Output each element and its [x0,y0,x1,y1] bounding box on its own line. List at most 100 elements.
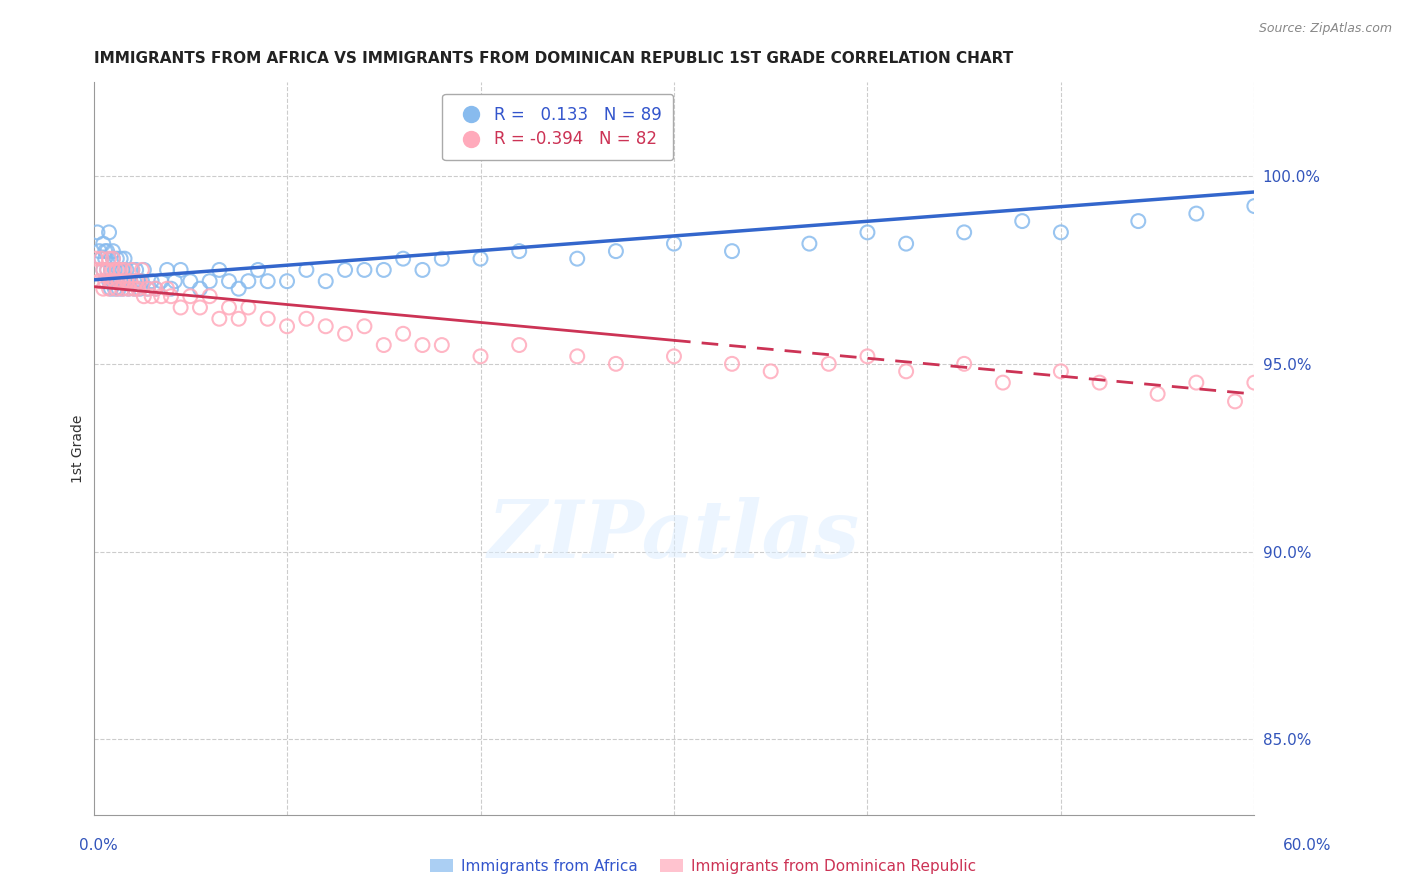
Point [430,338,453,352]
Point [1050,364,1073,378]
Point [238,301,260,315]
Point [105,252,128,266]
Point [333,326,356,341]
Point [104,282,127,296]
Point [122,274,145,288]
Point [84,252,107,266]
Point [90,252,112,266]
Point [111,282,134,296]
Point [150,289,173,303]
Point [117,282,139,296]
Point [1340,394,1362,409]
Point [238,274,260,288]
Point [605,357,627,371]
Point [120,274,142,288]
Point [145,282,167,296]
Point [163,274,186,288]
Point [94,252,117,266]
Point [662,236,685,251]
Point [315,274,337,288]
Point [353,263,375,277]
Point [567,252,589,266]
Point [132,289,155,303]
Point [470,252,492,266]
Point [101,274,124,288]
Point [101,244,124,259]
Point [125,274,148,288]
Point [89,244,111,259]
Point [1185,206,1208,220]
Point [86,226,108,240]
Point [721,357,744,371]
Point [115,263,138,277]
Point [208,311,231,326]
Point [98,274,121,288]
Point [1185,376,1208,390]
Point [160,282,183,296]
Point [188,282,211,296]
Point [96,263,118,277]
Point [856,226,879,240]
Point [104,274,127,288]
Point [856,349,879,363]
Point [150,274,173,288]
Point [353,319,375,334]
Point [100,263,122,277]
Point [111,263,134,277]
Point [198,274,221,288]
Point [132,263,155,277]
Point [508,338,530,352]
Point [114,263,136,277]
Point [107,282,129,296]
Point [98,252,121,266]
Legend: R =   0.133   N = 89, R = -0.394   N = 82: R = 0.133 N = 89, R = -0.394 N = 82 [443,95,673,161]
Point [101,263,124,277]
Point [125,263,148,277]
Text: 60.0%: 60.0% [1284,838,1331,854]
Point [120,274,142,288]
Point [156,282,179,296]
Point [1282,187,1305,202]
Point [98,226,121,240]
Point [256,311,278,326]
Point [411,338,433,352]
Point [94,244,117,259]
Point [96,244,118,259]
Point [91,282,114,296]
Point [208,263,231,277]
Point [110,274,132,288]
Point [110,263,132,277]
Point [392,252,415,266]
Point [256,274,278,288]
Point [141,274,163,288]
Point [86,263,108,277]
Point [1088,376,1111,390]
Point [1128,214,1150,228]
Point [218,274,240,288]
Point [1243,199,1265,213]
Point [169,301,191,315]
Point [129,282,152,296]
Point [295,311,318,326]
Point [721,244,744,259]
Text: Source: ZipAtlas.com: Source: ZipAtlas.com [1258,22,1392,36]
Point [100,274,122,288]
Point [122,282,145,296]
Point [953,226,976,240]
Point [160,289,183,303]
Point [276,319,298,334]
Text: 0.0%: 0.0% [79,838,118,854]
Point [105,263,128,277]
Point [218,301,240,315]
Point [105,274,128,288]
Point [333,263,356,277]
Point [1398,387,1406,401]
Point [953,357,976,371]
Point [131,263,153,277]
Point [1340,177,1362,191]
Point [411,263,433,277]
Point [662,349,685,363]
Point [127,282,149,296]
Point [198,289,221,303]
Point [759,364,782,378]
